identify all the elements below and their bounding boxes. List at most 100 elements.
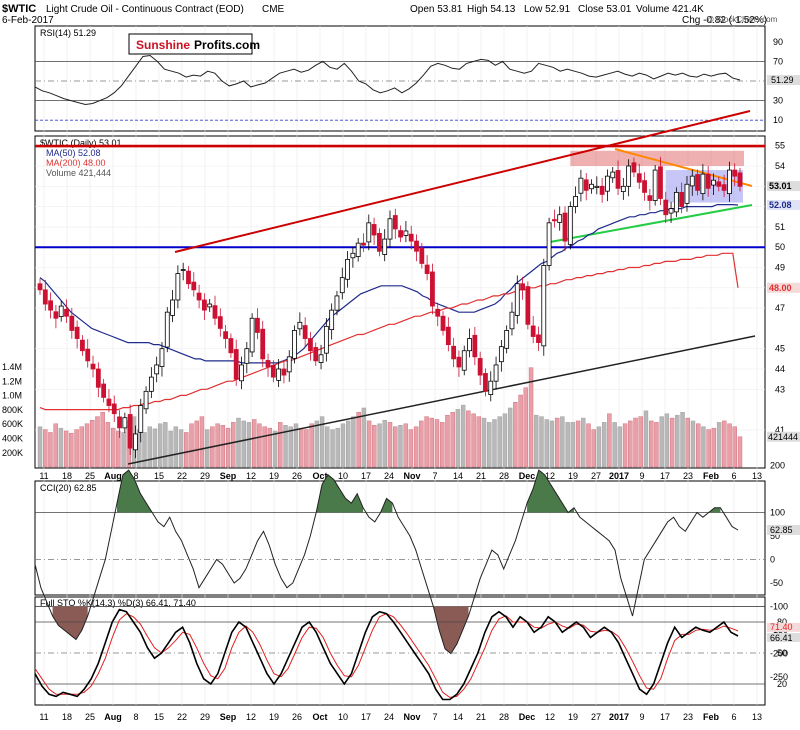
candle-body (138, 405, 144, 433)
volume-bar (539, 416, 544, 468)
candle-body (64, 308, 69, 317)
volume-bar (251, 419, 257, 468)
cci-overbought-fill (117, 470, 153, 513)
candle-body (525, 286, 531, 325)
candle-body (663, 199, 669, 216)
candle-body (180, 269, 186, 271)
volume-bar (147, 426, 152, 468)
cci-overbought-fill (708, 507, 721, 513)
volume-bar (654, 422, 659, 468)
logo-text: Sunshine Profits.com (136, 38, 260, 52)
volume-bar (100, 412, 105, 468)
price-tick: 51 (775, 222, 785, 232)
volume-bar (622, 423, 628, 468)
x-label: 26 (292, 712, 302, 722)
x-label: 19 (568, 712, 578, 722)
candle-body (249, 317, 255, 353)
volume-bar (319, 416, 325, 468)
x-label: 18 (62, 712, 72, 722)
candle-body (95, 368, 101, 388)
volume-bar (664, 413, 670, 468)
candle-body (323, 325, 329, 354)
candle-body (658, 166, 663, 199)
candle-body (85, 348, 91, 362)
price-legend-volume: Volume 421,444 (46, 168, 111, 178)
price-tick: 50 (775, 242, 785, 252)
x-label: 15 (154, 471, 164, 481)
volume-bar (696, 423, 701, 468)
volume-bar (309, 423, 314, 468)
cci-legend: CCI(20) 62.85 (40, 483, 97, 493)
header-date: 6-Feb-2017 (2, 15, 54, 26)
x-label: Oct (312, 471, 327, 481)
volume-bar (596, 426, 602, 468)
x-label: Sep (220, 712, 237, 722)
price-tick: 45 (775, 344, 785, 354)
price-value-box (767, 199, 800, 210)
price-tick: 55 (775, 141, 785, 151)
x-label: 18 (62, 471, 72, 481)
candle-body (737, 172, 743, 187)
cci-tick: 100 (770, 507, 785, 517)
logo-part-1: Sunshine (136, 38, 190, 52)
volume-bar (638, 416, 643, 468)
volume-bar (173, 426, 179, 468)
volume-bar (74, 429, 79, 468)
candle-body (159, 348, 165, 367)
volume-bar (586, 423, 591, 468)
x-label: Dec (519, 712, 536, 722)
volume-bar (544, 419, 549, 468)
volume-bar (554, 417, 560, 468)
volume-bar (366, 420, 372, 468)
volume-bar (669, 417, 675, 468)
candle-body (589, 183, 594, 190)
x-label: 12 (545, 712, 555, 722)
x-label: 11 (39, 471, 48, 481)
volume-bar (518, 394, 523, 468)
candle-body (212, 305, 218, 319)
candle-body (191, 281, 197, 291)
x-label: 27 (591, 712, 601, 722)
volume-tick: 800K (2, 405, 23, 415)
candle-body (700, 173, 706, 195)
cci-tick: -100 (770, 602, 788, 612)
rsi-tick: 70 (773, 56, 783, 66)
volume-bar (706, 429, 711, 468)
candle-body (355, 242, 361, 257)
x-label: 13 (752, 471, 762, 481)
volume-bar (419, 420, 424, 468)
volume-bar (393, 426, 398, 468)
cci-oversold-fill (52, 606, 88, 640)
volume-bar (560, 416, 565, 468)
ma50-line (39, 204, 739, 364)
ma200-line (39, 252, 739, 411)
header-exchange: CME (262, 4, 285, 15)
x-label: 23 (683, 712, 693, 722)
logo-part-3: .com (232, 38, 260, 52)
candle-body (567, 206, 573, 245)
cci-tick: -50 (770, 578, 783, 588)
candle-body (292, 330, 297, 359)
volume-bar (466, 410, 471, 468)
cci-overbought-fill (527, 470, 574, 513)
x-label: Dec (519, 471, 536, 481)
volume-bar (351, 416, 356, 468)
candle-body (541, 265, 547, 347)
candle-body (339, 277, 345, 294)
volume-bar (79, 426, 84, 468)
volume-bar (513, 402, 518, 468)
x-label: 6 (731, 712, 736, 722)
candle-body (80, 339, 85, 352)
x-label: 23 (683, 471, 693, 481)
candle-body (382, 238, 388, 255)
x-label: 28 (499, 712, 509, 722)
volume-bar (298, 427, 304, 468)
x-label: 25 (85, 471, 95, 481)
rising-resistance-line (174, 110, 751, 253)
candle-body (318, 354, 324, 363)
volume-bar (549, 420, 555, 468)
price-tick: 41 (775, 425, 785, 435)
candle-body (721, 184, 727, 191)
candle-body (430, 271, 435, 307)
x-label: 24 (384, 712, 394, 722)
